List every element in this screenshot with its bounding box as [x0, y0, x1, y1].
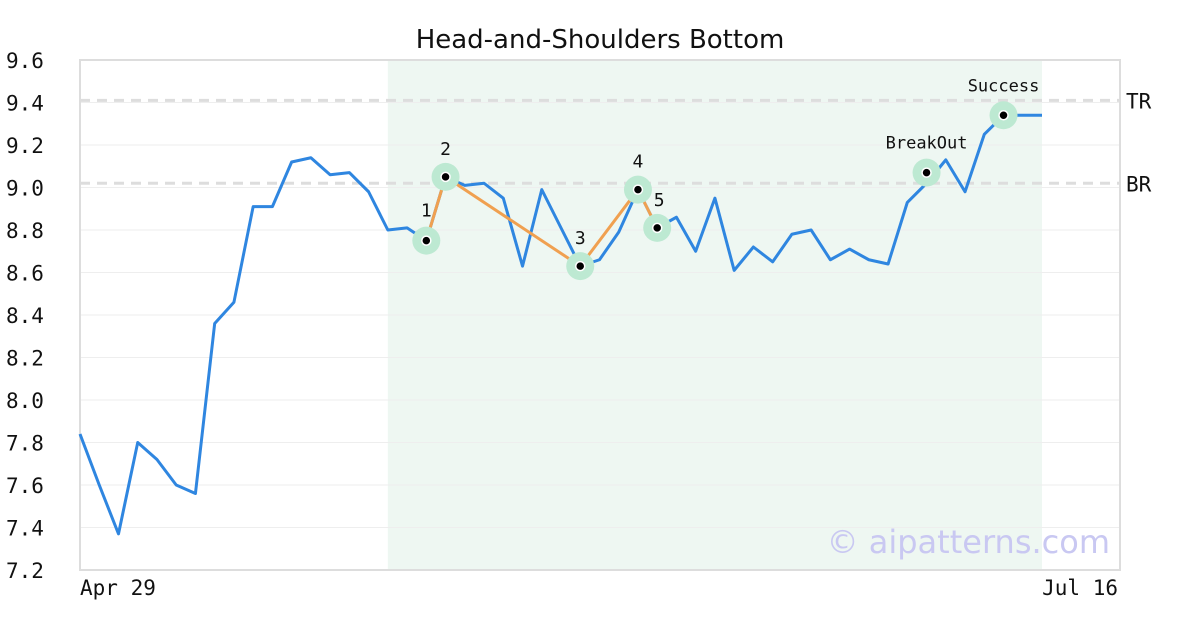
watermark: © aipatterns.com: [827, 523, 1110, 561]
event-breakout-label: BreakOut: [886, 134, 968, 154]
y-tick-label: 7.4: [6, 517, 44, 541]
x-tick-label: Apr 29: [80, 576, 156, 600]
y-tick-label: 9.6: [6, 49, 44, 73]
pattern-point-5-label: 5: [654, 190, 665, 211]
pattern-point-2-point: [440, 171, 451, 183]
pattern-point-4-point: [632, 184, 644, 195]
reference-label-tr: TR: [1126, 89, 1152, 113]
y-tick-label: 7.6: [6, 474, 44, 498]
x-axis-ticks: Apr 29 Jul 16: [80, 576, 1118, 600]
y-tick-label: 8.2: [6, 347, 44, 371]
event-success-point: [998, 110, 1009, 121]
pattern-point-2-label: 2: [440, 139, 451, 160]
y-axis-ticks: 7.2 7.4 7.6 7.8 8.0 8.2 8.4 8.6 8.8 9.0 9.2 9.4 9.6: [6, 49, 44, 583]
event-success-label: Success: [968, 76, 1040, 96]
y-tick-label: 9.0: [6, 177, 44, 201]
markers: 1 2 3 45 BreakOut Success: [412, 76, 1040, 281]
y-tick-label: 8.8: [6, 219, 44, 243]
y-tick-label: 7.2: [6, 559, 44, 583]
pattern-point-4-label: 4: [633, 152, 644, 173]
y-tick-label: 8.4: [6, 304, 44, 328]
chart-title: Head-and-Shoulders Bottom: [416, 25, 785, 55]
reference-lines: TR BR: [80, 89, 1152, 196]
y-tick-label: 9.4: [6, 92, 44, 116]
pattern-point-1-label: 1: [421, 201, 432, 222]
y-tick-label: 7.8: [6, 432, 44, 456]
y-tick-label: 8.6: [6, 262, 44, 286]
event-breakout-point: [921, 167, 932, 178]
pattern-point-1-point: [421, 235, 432, 246]
reference-label-br: BR: [1126, 172, 1152, 196]
plot-frame: [79, 59, 1121, 571]
y-tick-label: 9.2: [6, 134, 44, 158]
price-series-line: [78, 113, 1042, 536]
pattern-point-3-label: 3: [575, 228, 586, 249]
pattern-point-5-point: [651, 222, 663, 234]
y-tick-label: 8.0: [6, 389, 44, 413]
pattern-point-3-point: [574, 260, 586, 272]
x-tick-label: Jul 16: [1042, 576, 1118, 600]
